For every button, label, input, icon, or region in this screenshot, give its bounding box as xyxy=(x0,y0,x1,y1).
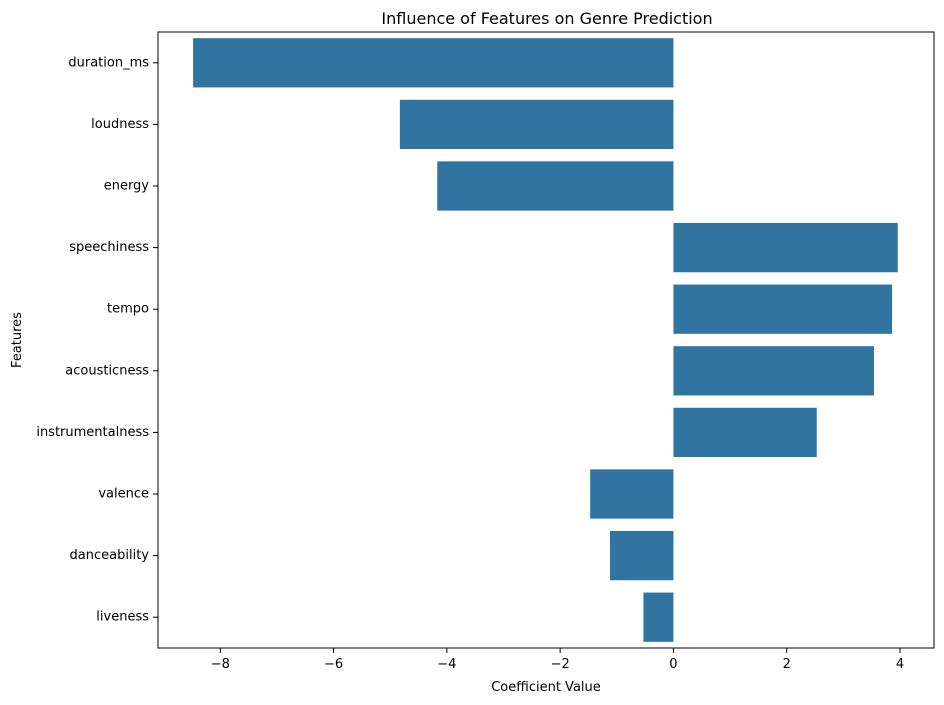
y-axis-ticks: duration_ms loudness energy speechiness temp… xyxy=(36,55,158,625)
y-tick-label: danceability xyxy=(70,548,150,563)
x-tick-label: −2 xyxy=(551,657,570,672)
x-axis-ticks: −8 −6 −4 −2 0 2 4 xyxy=(211,648,904,672)
chart-title: Influence of Features on Genre Predictio… xyxy=(381,9,712,28)
bar-liveness xyxy=(643,592,674,642)
y-tick-label: instrumentalness xyxy=(36,425,149,440)
y-tick-label: duration_ms xyxy=(68,55,149,70)
x-tick-label: 2 xyxy=(783,657,791,672)
y-tick-label: tempo xyxy=(107,302,149,317)
y-tick-label: liveness xyxy=(96,610,149,625)
x-tick-label: 0 xyxy=(669,657,677,672)
x-tick-label: −6 xyxy=(324,657,343,672)
x-tick-label: −8 xyxy=(211,657,230,672)
x-axis-label: Coefficient Value xyxy=(491,680,601,695)
y-axis-label: Features xyxy=(10,312,25,368)
bar-speechiness xyxy=(673,222,898,273)
bars-group xyxy=(193,38,898,642)
bar-danceability xyxy=(610,530,674,581)
y-tick-label: acousticness xyxy=(65,363,149,378)
y-tick-label: speechiness xyxy=(69,240,149,255)
bar-tempo xyxy=(673,284,893,334)
bar-valence xyxy=(590,469,674,519)
x-tick-label: −4 xyxy=(437,657,456,672)
y-tick-label: loudness xyxy=(91,117,149,132)
bar-loudness xyxy=(399,99,674,150)
y-tick-label: energy xyxy=(104,179,150,194)
bar-energy xyxy=(437,161,674,211)
y-tick-label: valence xyxy=(98,487,149,502)
plot-frame xyxy=(157,31,935,649)
bar-instrumentalness xyxy=(673,407,817,458)
bar-acousticness xyxy=(673,346,874,396)
bar-duration_ms xyxy=(193,38,674,88)
x-tick-label: 4 xyxy=(896,657,904,672)
